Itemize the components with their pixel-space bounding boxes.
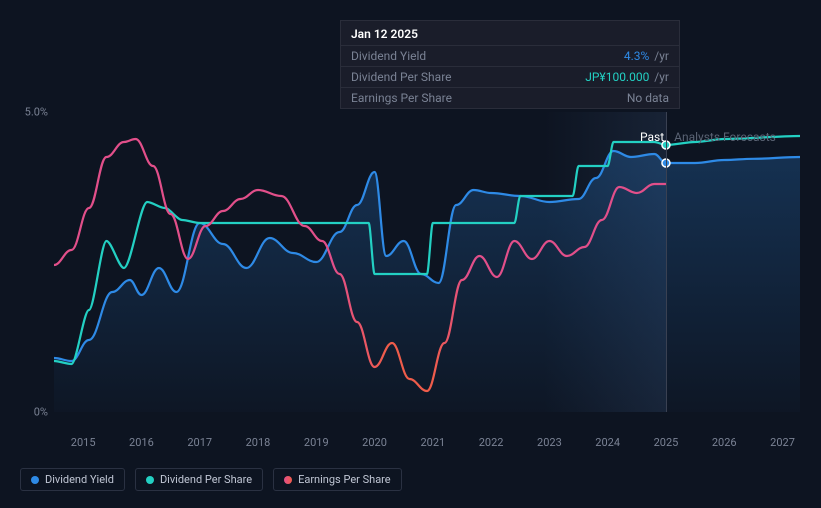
x-axis-tick: 2023 (537, 436, 562, 449)
legend-item-dividend-yield[interactable]: Dividend Yield (20, 468, 125, 491)
legend-dot-icon (284, 476, 292, 484)
x-axis-tick: 2017 (187, 436, 212, 449)
x-axis-tick: 2015 (71, 436, 96, 449)
chart-legend: Dividend Yield Dividend Per Share Earnings… (20, 468, 402, 491)
y-axis-label-min: 0% (34, 406, 48, 419)
legend-item-earnings-per-share[interactable]: Earnings Per Share (273, 468, 402, 491)
tooltip-row-value: 4.3% /yr (624, 49, 669, 63)
legend-item-dividend-per-share[interactable]: Dividend Per Share (135, 468, 263, 491)
legend-label: Earnings Per Share (298, 473, 391, 486)
x-axis-tick: 2016 (129, 436, 154, 449)
x-axis-tick: 2027 (770, 436, 795, 449)
tooltip-row-label: Dividend Per Share (351, 70, 452, 84)
hover-tooltip: Jan 12 2025 Dividend Yield4.3% /yrDivide… (340, 20, 680, 109)
tooltip-row-label: Earnings Per Share (351, 91, 452, 105)
x-axis-tick: 2026 (712, 436, 737, 449)
tooltip-date: Jan 12 2025 (341, 21, 679, 45)
x-axis-tick: 2018 (246, 436, 271, 449)
tooltip-row: Earnings Per Share No data (341, 87, 679, 108)
y-axis-label-max: 5.0% (25, 106, 48, 119)
period-past-label: Past (640, 130, 664, 144)
x-axis-tick: 2024 (595, 436, 620, 449)
tooltip-row-label: Dividend Yield (351, 49, 426, 63)
tooltip-row: Dividend Per Share JP¥100.000 /yr (341, 66, 679, 87)
dividend-yield-area (54, 151, 800, 412)
period-labels: Past Analysts Forecasts (640, 130, 776, 144)
x-axis-tick: 2021 (420, 436, 445, 449)
chart-container: 5.0% 0% 2015 2016 2017 2018 2019 2020 2021 2022… (0, 0, 821, 508)
x-axis-tick: 2025 (654, 436, 679, 449)
legend-dot-icon (31, 476, 39, 484)
legend-label: Dividend Yield (45, 473, 114, 486)
tooltip-row-value: JP¥100.000 /yr (585, 70, 669, 84)
x-axis-tick: 2019 (304, 436, 329, 449)
tooltip-row: Dividend Yield 4.3% /yr (341, 45, 679, 66)
tooltip-row-value: No data (627, 91, 669, 105)
x-axis-tick: 2022 (479, 436, 504, 449)
period-forecast-label: Analysts Forecasts (674, 130, 776, 144)
x-axis-tick: 2020 (362, 436, 387, 449)
chart-plot-area[interactable]: 5.0% 0% (54, 112, 800, 412)
chart-svg (54, 112, 800, 412)
legend-dot-icon (146, 476, 154, 484)
past-forecast-divider (666, 112, 667, 412)
legend-label: Dividend Per Share (160, 473, 252, 486)
